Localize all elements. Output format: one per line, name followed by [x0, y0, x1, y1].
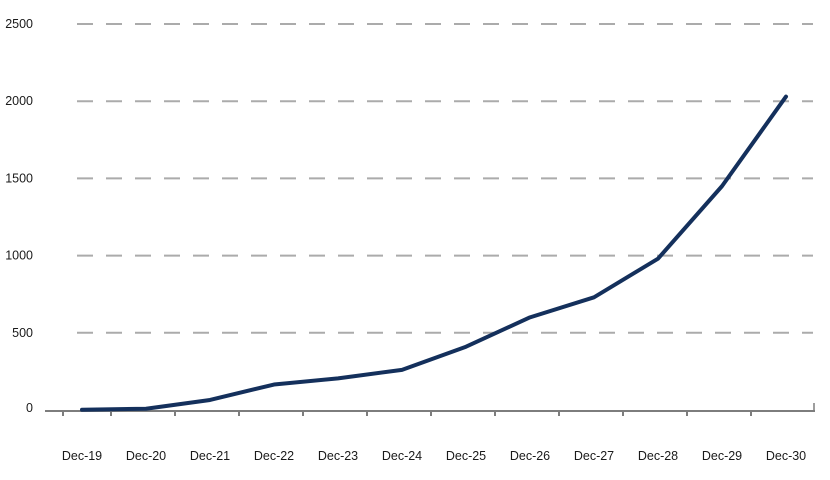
gridlines-group — [77, 23, 813, 334]
data-line — [80, 94, 788, 412]
x-axis-group — [45, 403, 815, 416]
y-tick-label: 500 — [12, 326, 33, 340]
x-tick-label: Dec-22 — [254, 449, 294, 463]
x-tick-label: Dec-27 — [574, 449, 614, 463]
x-tick-label: Dec-21 — [190, 449, 230, 463]
x-tick-label: Dec-19 — [62, 449, 102, 463]
y-tick-label: 1000 — [5, 249, 33, 263]
y-tick-label: 0 — [26, 401, 33, 415]
x-tick-label: Dec-26 — [510, 449, 550, 463]
x-tick-label: Dec-28 — [638, 449, 678, 463]
data-series-group — [80, 94, 788, 412]
x-tick-label: Dec-25 — [446, 449, 486, 463]
x-tick-label: Dec-30 — [766, 449, 806, 463]
axis-labels-group: 0 500 1000 1500 2000 2500 Dec-19 Dec-20 Dec-21 De… — [5, 17, 806, 463]
x-tick-label: Dec-29 — [702, 449, 742, 463]
y-tick-label: 1500 — [5, 171, 33, 185]
x-tick-label: Dec-20 — [126, 449, 166, 463]
x-tick-label: Dec-24 — [382, 449, 422, 463]
y-tick-label: 2500 — [5, 17, 33, 31]
x-tick-label: Dec-23 — [318, 449, 358, 463]
y-tick-label: 2000 — [5, 94, 33, 108]
